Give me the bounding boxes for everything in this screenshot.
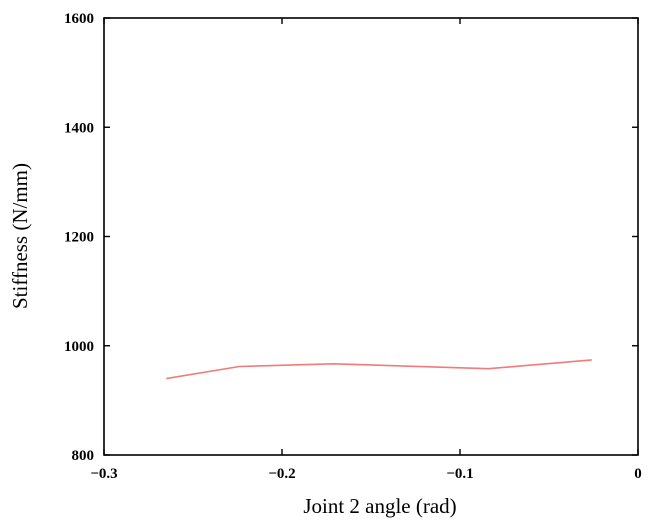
y-tick-label: 1200 (64, 230, 94, 246)
y-tick-label: 1000 (64, 339, 94, 355)
plot-frame (103, 17, 639, 456)
y-axis-title: Stiffness (N/mm) (8, 163, 32, 309)
series-line (166, 359, 592, 380)
x-tick-label: −0.2 (268, 466, 295, 482)
y-tick-label: 800 (72, 448, 95, 464)
y-tick-label: 1600 (64, 11, 94, 27)
y-tick-label: 1400 (64, 120, 94, 136)
x-tick-label: 0 (634, 466, 642, 482)
x-tick-label: −0.1 (446, 466, 473, 482)
tick-marks (103, 17, 639, 456)
x-axis-title: Joint 2 angle (rad) (303, 494, 456, 518)
series-layer (166, 359, 592, 380)
x-tick-label: −0.3 (90, 466, 117, 482)
tick-labels: −0.3 −0.2 −0.1 0 800 1000 1200 1400 1600 (64, 11, 642, 482)
